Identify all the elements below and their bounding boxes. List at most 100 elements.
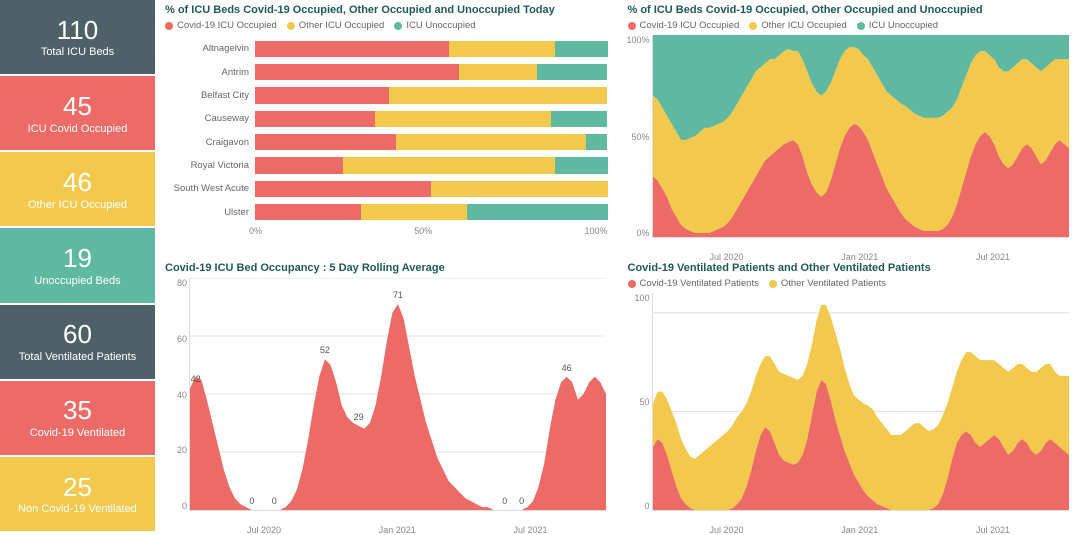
legend-label: Other Ventilated Patients	[781, 278, 886, 289]
kpi-label: Total ICU Beds	[41, 46, 114, 58]
data-label: 0	[502, 496, 507, 506]
chart-body: 806040200 42005229710046 Jul 2020Jan 202…	[159, 278, 608, 525]
hbar-row: Antrim	[159, 60, 608, 83]
legend-item: Covid-19 ICU Occupied	[165, 20, 277, 31]
hbar-label: Antrim	[159, 67, 249, 78]
hbar-segment	[449, 41, 555, 57]
y-tick: 40	[159, 390, 187, 400]
y-tick: 20	[159, 445, 187, 455]
legend-item: Covid-19 ICU Occupied	[628, 20, 740, 31]
kpi-card: 110Total ICU Beds	[0, 0, 155, 74]
legend-label: Other ICU Occupied	[761, 20, 847, 31]
hbar-label: Causeway	[159, 113, 249, 124]
hbar-track	[255, 134, 608, 150]
kpi-value: 46	[63, 168, 92, 197]
kpi-value: 110	[57, 16, 98, 45]
hbar-segment	[396, 134, 586, 150]
panel-icu-today: % of ICU Beds Covid-19 Occupied, Other O…	[155, 0, 618, 258]
kpi-sidebar: 110Total ICU Beds 45 ICU Covid Occupied 46 O…	[0, 0, 155, 531]
data-label: 42	[191, 374, 201, 384]
kpi-label: Other ICU Occupied	[28, 199, 127, 211]
legend-item: ICU Unoccupied	[394, 20, 475, 31]
data-label: 29	[354, 412, 364, 422]
hbar-row: Altnagelvin	[159, 37, 608, 60]
legend-label: ICU Unoccupied	[406, 20, 475, 31]
hbar-segment	[255, 134, 396, 150]
kpi-label: Covid-19 Ventilated	[30, 427, 125, 439]
kpi-card: 25Non Covid-19 Ventilated	[0, 457, 155, 531]
hbar-segment	[459, 64, 537, 80]
legend-label: Covid-19 ICU Occupied	[640, 20, 740, 31]
y-tick: 100	[622, 293, 650, 303]
hbar-track	[255, 111, 608, 127]
x-tick: Jul 2021	[976, 525, 1010, 535]
panel-ventilated: Covid-19 Ventilated Patients and Other V…	[618, 258, 1080, 531]
hbar-segment	[255, 181, 431, 197]
kpi-card: 19Unoccupied Beds	[0, 228, 155, 302]
kpi-value: 60	[63, 320, 92, 349]
hbar-segment	[551, 111, 607, 127]
legend-label: Covid-19 ICU Occupied	[177, 20, 277, 31]
dashboard: 110Total ICU Beds 45 ICU Covid Occupied 46 O…	[0, 0, 1080, 531]
hbar-segment	[343, 157, 555, 173]
hbar-label: Royal Victoria	[159, 160, 249, 171]
data-label: 0	[249, 496, 254, 506]
hbar-segment	[255, 111, 375, 127]
hbar-track	[255, 87, 608, 103]
kpi-label: ICU Covid Occupied	[28, 123, 128, 135]
hbar-segment	[586, 134, 607, 150]
legend-label: Other ICU Occupied	[299, 20, 385, 31]
legend: Covid-19 ICU Occupied Other ICU Occupied I…	[165, 20, 608, 31]
hbar-track	[255, 41, 608, 57]
hbar-row: Ulster	[159, 201, 608, 224]
hbar-segment	[389, 87, 608, 103]
x-tick: Jul 2020	[247, 525, 281, 535]
hbar-row: Causeway	[159, 107, 608, 130]
x-tick: Jan 2021	[841, 525, 878, 535]
panel-icu-trend: % of ICU Beds Covid-19 Occupied, Other O…	[618, 0, 1080, 258]
data-label: 46	[562, 363, 572, 373]
hbar-segment	[255, 64, 459, 80]
hbar-segment	[255, 41, 449, 57]
panel-rolling-avg: Covid-19 ICU Bed Occupancy : 5 Day Rolli…	[155, 258, 618, 531]
hbar-segment	[255, 204, 361, 220]
kpi-value: 25	[63, 473, 92, 502]
hbar-row: South West Acute	[159, 177, 608, 200]
chart-body: 100500 Jul 2020Jan 2021Jul 2021	[622, 293, 1071, 525]
hbar-segment	[255, 87, 389, 103]
data-label: 0	[519, 496, 524, 506]
legend-swatch	[394, 22, 402, 30]
hbar-segment	[467, 204, 608, 220]
data-label: 0	[272, 496, 277, 506]
legend-swatch	[628, 280, 636, 288]
hbar-segment	[537, 64, 608, 80]
y-tick: 80	[159, 278, 187, 288]
hbar-label: Altnagelvin	[159, 43, 249, 54]
hbar-label: Ulster	[159, 207, 249, 218]
hbar-segment	[361, 204, 467, 220]
x-tick: Jan 2021	[379, 525, 416, 535]
hbar-segment	[255, 157, 343, 173]
legend: Covid-19 ICU Occupied Other ICU Occupied I…	[628, 20, 1071, 31]
legend-item: ICU Unoccupied	[857, 20, 938, 31]
chart-body: 100%50%0% Jul 2020Jan 2021Jul 2021	[622, 35, 1071, 252]
x-axis: 0%50%100%	[159, 226, 608, 236]
hbar-row: Craigavon	[159, 131, 608, 154]
kpi-card: 35Covid-19 Ventilated	[0, 381, 155, 455]
hbar-track	[255, 181, 608, 197]
kpi-value: 45	[63, 92, 92, 121]
y-tick: 50%	[622, 132, 650, 142]
kpi-label: Total Ventilated Patients	[19, 351, 136, 363]
hbar-segment	[375, 111, 551, 127]
legend-swatch	[749, 22, 757, 30]
legend-item: Other Ventilated Patients	[769, 278, 886, 289]
y-tick: 50	[622, 397, 650, 407]
data-label: 71	[393, 290, 403, 300]
hbar-segment	[555, 157, 608, 173]
chart-title: Covid-19 Ventilated Patients and Other V…	[628, 262, 1071, 274]
hbar-row: Belfast City	[159, 84, 608, 107]
kpi-label: Non Covid-19 Ventilated	[18, 503, 137, 515]
y-tick: 0	[159, 501, 187, 511]
hbar-track	[255, 204, 608, 220]
legend: Covid-19 Ventilated PatientsOther Ventil…	[628, 278, 1071, 289]
